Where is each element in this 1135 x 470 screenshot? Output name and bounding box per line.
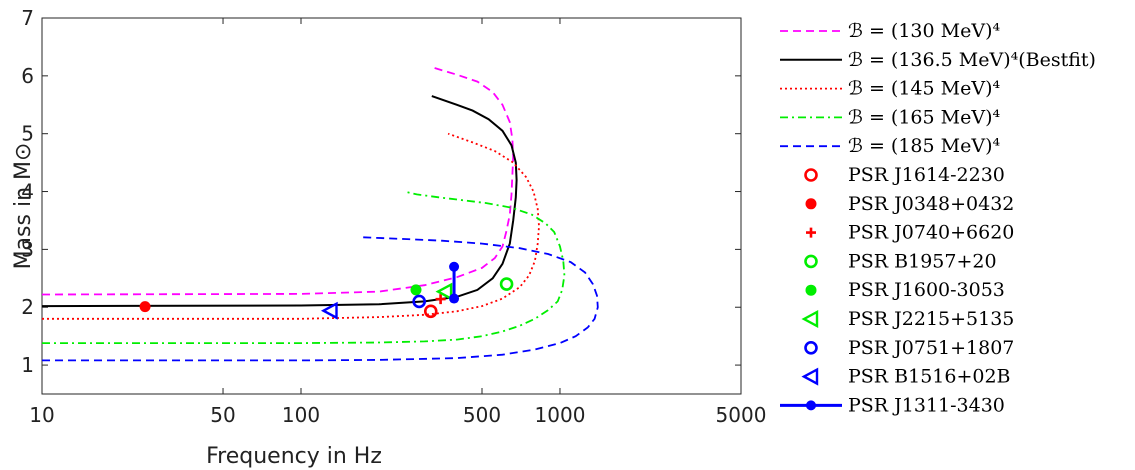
- legend-label: PSR J0751+1807: [848, 337, 1014, 359]
- legend-item-point-4: PSR J1600-3053: [805, 279, 1005, 301]
- x-tick-label: 5000: [716, 403, 767, 427]
- legend-swatch: [805, 284, 817, 296]
- legend-item-point-8: PSR J1311-3430: [780, 394, 1005, 416]
- legend-item-series-1: ℬ = (136.5 MeV)⁴(Bestfit): [780, 49, 1096, 71]
- point-4: [410, 284, 422, 296]
- legend-label: PSR B1516+02B: [848, 366, 1011, 388]
- legend-item-point-2: PSR J0740+6620: [806, 222, 1014, 244]
- point-1: [139, 301, 151, 313]
- legend-label: PSR J1311-3430: [848, 394, 1005, 416]
- x-tick-label: 50: [210, 403, 235, 427]
- x-tick-label: 100: [282, 403, 320, 427]
- y-tick-label: 5: [21, 122, 34, 146]
- series-line-1: [41, 95, 518, 308]
- legend-item-point-5: PSR J2215+5135: [801, 308, 1014, 330]
- axis-ticks: 10 50 100 500 1000 5000 1 2 3 4 5 6 7: [21, 6, 766, 427]
- x-tick-label: 10: [29, 403, 54, 427]
- legend-swatch: [804, 168, 818, 182]
- legend-item-point-3: PSR B1957+20: [804, 250, 997, 272]
- legend-item-series-0: ℬ = (130 MeV)⁴: [780, 20, 1000, 42]
- legend-label: PSR B1957+20: [848, 250, 997, 272]
- legend: ℬ = (130 MeV)⁴ ℬ = (136.5 MeV)⁴(Bestfit) ℬ…: [780, 20, 1096, 416]
- y-tick-label: 3: [21, 237, 34, 261]
- x-tick-label: 1000: [535, 403, 586, 427]
- y-tick-label: 6: [21, 64, 34, 88]
- legend-swatch: [780, 400, 842, 411]
- legend-item-series-3: ℬ = (165 MeV)⁴: [780, 106, 1000, 128]
- point-6: [412, 294, 426, 309]
- legend-swatch: [804, 254, 818, 269]
- legend-label: PSR J1600-3053: [848, 279, 1005, 301]
- legend-label: ℬ = (136.5 MeV)⁴(Bestfit): [848, 49, 1096, 71]
- legend-item-series-4: ℬ = (185 MeV)⁴: [780, 135, 1000, 157]
- point-7: [320, 301, 338, 320]
- legend-item-series-2: ℬ = (145 MeV)⁴: [780, 78, 1000, 100]
- legend-label: ℬ = (185 MeV)⁴: [848, 135, 1000, 157]
- y-tick-label: 4: [21, 180, 34, 204]
- legend-swatch: [801, 367, 819, 386]
- legend-label: PSR J0348+0432: [848, 193, 1014, 215]
- legend-label: PSR J1614-2230: [848, 164, 1005, 186]
- y-axis-title: Mass in M⊙: [11, 143, 36, 270]
- x-tick-label: 500: [463, 403, 501, 427]
- pulsar-points: [139, 261, 514, 320]
- series-line-4: [42, 236, 599, 362]
- legend-swatch: [806, 227, 816, 238]
- legend-item-point-6: PSR J0751+1807: [804, 337, 1014, 359]
- point-2: [435, 294, 446, 305]
- y-tick-label: 1: [21, 353, 34, 377]
- y-tick-label: 7: [21, 6, 34, 30]
- legend-swatch: [805, 198, 817, 210]
- point-5: [435, 282, 453, 301]
- series-curves: [41, 66, 599, 362]
- plot-frame: [41, 17, 742, 395]
- legend-label: PSR J0740+6620: [848, 222, 1014, 244]
- x-axis-title: Frequency in Hz: [206, 444, 382, 469]
- legend-item-point-1: PSR J0348+0432: [805, 193, 1014, 215]
- legend-item-point-0: PSR J1614-2230: [804, 164, 1005, 186]
- series-line-3: [42, 190, 566, 344]
- y-tick-label: 2: [21, 295, 34, 319]
- legend-label: PSR J2215+5135: [848, 308, 1014, 330]
- legend-swatch: [801, 309, 819, 329]
- legend-label: ℬ = (165 MeV)⁴: [848, 106, 1000, 128]
- legend-label: ℬ = (130 MeV)⁴: [848, 20, 1000, 42]
- point-0: [423, 304, 438, 319]
- legend-label: ℬ = (145 MeV)⁴: [848, 78, 1000, 100]
- series-line-0: [41, 66, 515, 296]
- series-line-2: [42, 132, 540, 320]
- point-3: [499, 277, 514, 291]
- legend-swatch: [804, 340, 818, 355]
- point-8: [449, 261, 460, 304]
- legend-item-point-7: PSR B1516+02B: [801, 366, 1011, 388]
